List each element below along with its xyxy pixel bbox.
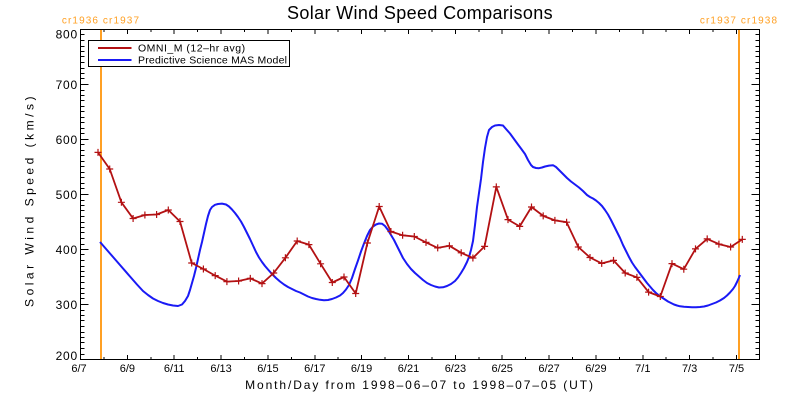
- svg-text:6/25: 6/25: [491, 363, 512, 375]
- svg-text:6/21: 6/21: [398, 363, 419, 375]
- svg-text:6/11: 6/11: [164, 363, 185, 375]
- svg-text:700: 700: [56, 78, 78, 92]
- svg-text:6/9: 6/9: [120, 363, 135, 375]
- svg-text:6/27: 6/27: [538, 363, 559, 375]
- svg-text:300: 300: [56, 298, 78, 312]
- svg-text:Solar Wind Speed Comparisons: Solar Wind Speed Comparisons: [287, 3, 553, 23]
- svg-text:6/29: 6/29: [585, 363, 606, 375]
- svg-text:7/3: 7/3: [682, 363, 697, 375]
- svg-text:600: 600: [56, 133, 78, 147]
- svg-text:400: 400: [56, 243, 78, 257]
- svg-text:6/17: 6/17: [304, 363, 325, 375]
- svg-text:200: 200: [56, 349, 78, 363]
- svg-text:6/15: 6/15: [257, 363, 278, 375]
- svg-text:OMNI_M (12–hr avg): OMNI_M (12–hr avg): [138, 43, 246, 55]
- svg-text:cr1937 cr1938: cr1937 cr1938: [700, 16, 778, 27]
- svg-text:6/13: 6/13: [210, 363, 231, 375]
- svg-text:Predictive Science MAS Model: Predictive Science MAS Model: [138, 55, 287, 67]
- svg-text:800: 800: [56, 27, 78, 41]
- svg-text:cr1936 cr1937: cr1936 cr1937: [62, 16, 140, 27]
- svg-text:6/7: 6/7: [71, 363, 86, 375]
- svg-text:Month/Day from 1998–06–07 to 1: Month/Day from 1998–06–07 to 1998–07–05 …: [245, 378, 595, 392]
- svg-text:7/5: 7/5: [729, 363, 744, 375]
- svg-text:6/23: 6/23: [445, 363, 466, 375]
- svg-text:6/19: 6/19: [351, 363, 372, 375]
- svg-text:500: 500: [56, 188, 78, 202]
- svg-text:Solar Wind Speed (km/s): Solar Wind Speed (km/s): [23, 93, 37, 307]
- svg-text:7/1: 7/1: [635, 363, 650, 375]
